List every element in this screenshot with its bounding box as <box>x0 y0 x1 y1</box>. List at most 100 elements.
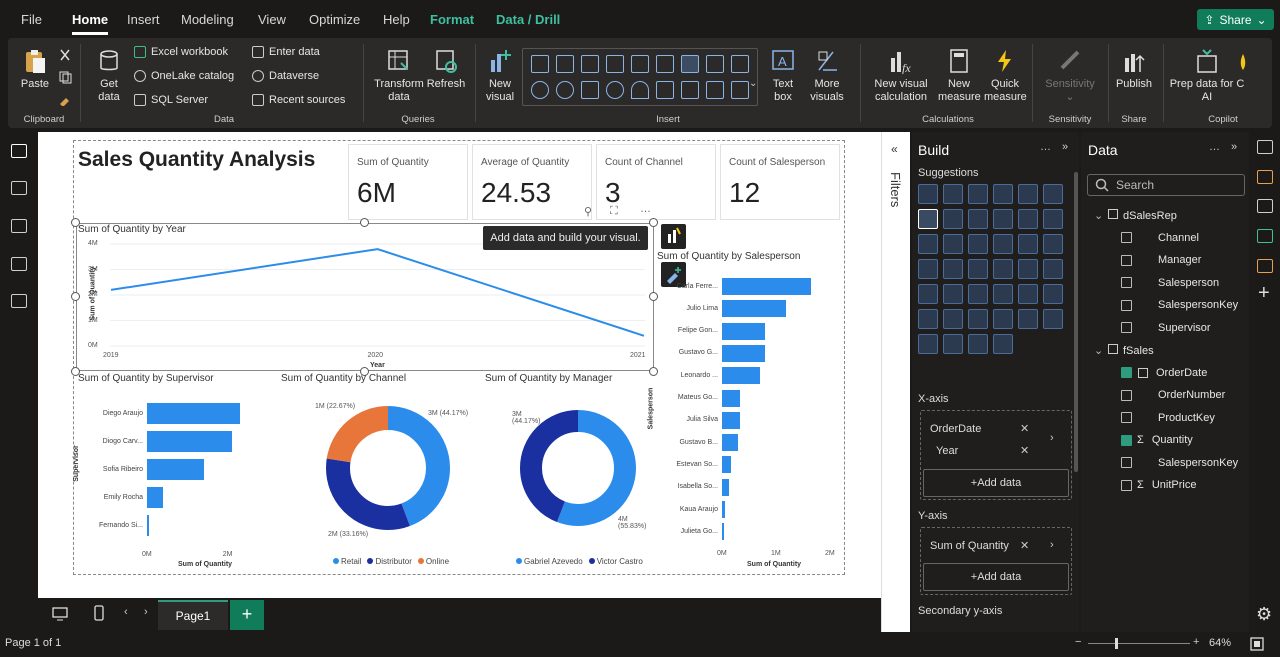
page-tab-page1[interactable]: Page1 <box>158 600 228 630</box>
field-checkbox[interactable] <box>1121 254 1132 266</box>
field-manager[interactable]: Manager <box>1121 254 1201 266</box>
clustered-bar-visual-icon[interactable] <box>968 184 988 204</box>
field-salespersonkey[interactable]: SalespersonKey <box>1121 299 1238 311</box>
bookmarks-icon[interactable] <box>1257 229 1273 243</box>
kpi-visual-icon[interactable] <box>918 284 938 304</box>
resize-handle[interactable] <box>71 218 80 227</box>
menu-modeling[interactable]: Modeling <box>181 12 234 27</box>
zoom-out-icon[interactable]: − <box>1075 636 1082 648</box>
fit-to-page-icon[interactable] <box>1250 637 1264 651</box>
field-unitprice[interactable]: Σ UnitPrice <box>1121 479 1196 491</box>
table-visual-icon[interactable] <box>706 81 724 99</box>
previous-page-icon[interactable]: ‹ <box>124 606 128 618</box>
bar[interactable] <box>722 523 725 541</box>
narrative-visual-icon[interactable] <box>993 309 1013 329</box>
area-chart-icon[interactable] <box>706 55 724 73</box>
kpi-card-sum-quantity[interactable]: Sum of Quantity 6M <box>348 144 468 220</box>
build-scrollbar[interactable] <box>1074 172 1078 472</box>
remove-field-icon[interactable]: ✕ <box>1020 445 1030 457</box>
map-icon[interactable] <box>606 81 624 99</box>
model-view-icon[interactable] <box>11 219 27 233</box>
zoom-in-icon[interactable]: + <box>1193 636 1200 648</box>
table-visual-icon[interactable] <box>968 284 988 304</box>
format-painter-icon[interactable] <box>58 92 72 106</box>
bar[interactable] <box>147 487 164 508</box>
field-channel[interactable]: Channel <box>1121 232 1199 244</box>
publish-button[interactable]: Publish <box>1112 48 1156 91</box>
donut-slice[interactable] <box>326 406 450 530</box>
more-options-icon[interactable]: … <box>1209 141 1220 153</box>
clustered-column-visual-icon[interactable] <box>993 184 1013 204</box>
gauge-visual-icon[interactable] <box>993 259 1013 279</box>
treemap-visual-icon[interactable] <box>1018 234 1038 254</box>
kpi-icon[interactable] <box>681 81 699 99</box>
excel-workbook-button[interactable]: Excel workbook <box>134 46 228 58</box>
resize-handle[interactable] <box>360 367 369 376</box>
shape-map-visual-icon[interactable] <box>968 259 988 279</box>
waterfall-visual-icon[interactable] <box>1043 209 1063 229</box>
metrics-visual-icon[interactable] <box>943 334 963 354</box>
table-fsales[interactable]: fSales <box>1108 344 1154 357</box>
donut-chart-icon[interactable] <box>556 81 574 99</box>
desktop-layout-icon[interactable] <box>52 606 68 622</box>
resize-handle[interactable] <box>649 367 658 376</box>
full-column-icon[interactable] <box>656 55 674 73</box>
tmdl-view-icon[interactable] <box>11 294 27 308</box>
remove-field-icon[interactable]: ✕ <box>1020 540 1030 552</box>
kpi-card-average-quantity[interactable]: Average of Quantity 24.53 <box>472 144 592 220</box>
y-axis-add-data-button[interactable]: +Add data <box>923 563 1069 591</box>
ribbon-visual-icon[interactable] <box>1018 209 1038 229</box>
menu-format[interactable]: Format <box>430 12 475 27</box>
pie-visual-icon[interactable] <box>968 234 988 254</box>
bar[interactable] <box>722 367 760 385</box>
menu-file[interactable]: File <box>21 12 42 27</box>
data-pane-icon[interactable] <box>1257 140 1273 154</box>
decomposition-visual-icon[interactable] <box>943 309 963 329</box>
donut-slice[interactable] <box>326 406 450 530</box>
resize-handle[interactable] <box>360 218 369 227</box>
sensitivity-button[interactable]: Sensitivity ⌄ <box>1038 48 1102 104</box>
stacked-column-icon[interactable] <box>556 55 574 73</box>
recent-sources-button[interactable]: Recent sources <box>252 94 345 106</box>
field-checkbox[interactable] <box>1121 457 1132 468</box>
bar[interactable] <box>722 456 731 474</box>
bar[interactable] <box>722 434 739 452</box>
copilot-icon[interactable] <box>1238 52 1248 72</box>
next-page-icon[interactable]: › <box>144 606 148 618</box>
y-axis-field-sum-quantity[interactable]: Sum of Quantity <box>930 540 1009 552</box>
menu-data-drill[interactable]: Data / Drill <box>496 12 561 27</box>
legend-item-retail[interactable]: Retail <box>333 557 361 566</box>
settings-icon[interactable]: ⚙ <box>1256 604 1273 624</box>
filters-pane[interactable]: « Filters <box>881 132 910 632</box>
field-checkbox[interactable] <box>1121 277 1132 288</box>
more-options-icon[interactable]: … <box>640 203 651 215</box>
remove-field-icon[interactable]: ✕ <box>1020 423 1030 435</box>
field-orderdate[interactable]: OrderDate <box>1121 367 1207 379</box>
bar[interactable] <box>147 403 240 424</box>
zoom-slider[interactable] <box>1088 643 1190 644</box>
sql-server-button[interactable]: SQL Server <box>134 94 208 106</box>
field-salespersonkey[interactable]: SalespersonKey <box>1121 457 1238 469</box>
quick-measure-button[interactable]: Quick measure <box>984 48 1027 104</box>
menu-home[interactable]: Home <box>72 12 109 35</box>
bar[interactable] <box>147 431 232 452</box>
full-bar-icon[interactable] <box>631 55 649 73</box>
line-chart-icon[interactable] <box>681 55 699 73</box>
bar[interactable] <box>722 278 812 295</box>
field-checkbox[interactable] <box>1121 412 1132 423</box>
stacked-area-icon[interactable] <box>731 55 749 73</box>
line-visual-icon[interactable] <box>918 209 938 229</box>
field-productkey[interactable]: ProductKey <box>1121 412 1215 424</box>
zoom-slider-thumb[interactable] <box>1115 638 1118 649</box>
paginated-visual-icon[interactable] <box>1018 309 1038 329</box>
scatter-visual-icon[interactable] <box>943 234 963 254</box>
qa-visual-icon[interactable] <box>968 309 988 329</box>
onelake-catalog-button[interactable]: OneLake catalog <box>134 70 234 82</box>
chevron-right-icon[interactable]: › <box>1050 432 1054 444</box>
mobile-layout-icon[interactable] <box>94 605 104 621</box>
line-column-visual-icon[interactable] <box>993 209 1013 229</box>
field-salesperson[interactable]: Salesperson <box>1121 277 1219 289</box>
data-search-input[interactable]: Search <box>1087 174 1245 196</box>
kpi-card-count-salesperson[interactable]: Count of Salesperson 12 <box>720 144 840 220</box>
stacked-bar-visual-icon[interactable] <box>918 184 938 204</box>
